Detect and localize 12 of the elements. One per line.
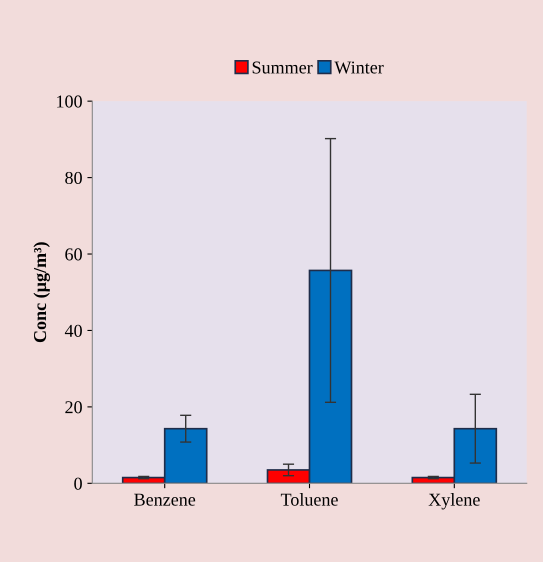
y-axis-title: Conc (µg/m³): [33, 242, 50, 342]
y-tick-label: 100: [57, 95, 82, 108]
y-tick-label: 60: [65, 248, 82, 260]
y-tick-label: 0: [74, 478, 82, 490]
y-tick-label: 80: [65, 172, 82, 184]
x-tick-label: Xylene: [428, 493, 480, 510]
x-tick-label: Benzene: [134, 494, 196, 506]
legend-label: Winter: [334, 61, 384, 74]
x-tick-label: Toluene: [280, 493, 338, 506]
y-tick-label: 20: [65, 401, 82, 414]
y-tick-label: 40: [64, 324, 82, 337]
legend-label: Summer: [252, 61, 313, 74]
